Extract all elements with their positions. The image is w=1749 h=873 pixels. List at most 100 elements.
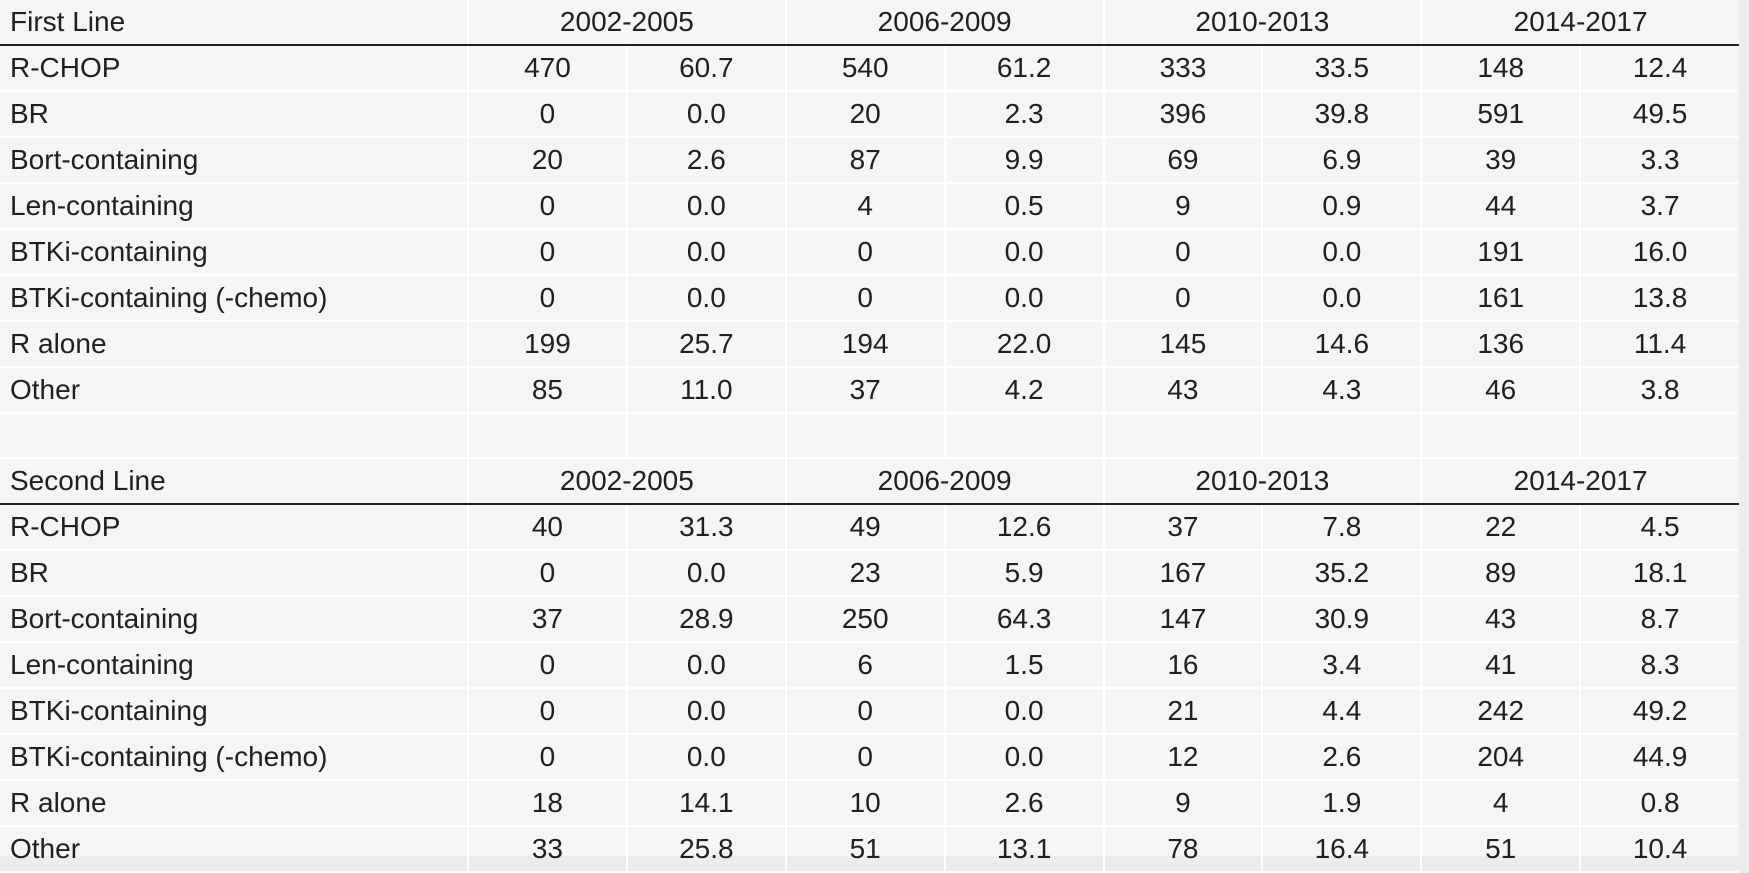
count-cell[interactable]: 69: [1103, 137, 1264, 184]
percent-cell[interactable]: 0.0: [626, 687, 787, 735]
percent-cell[interactable]: 0.0: [944, 687, 1105, 735]
row-label[interactable]: R-CHOP: [0, 45, 469, 92]
count-cell[interactable]: 43: [1103, 367, 1264, 414]
percent-cell[interactable]: 2.6: [1262, 733, 1423, 781]
count-cell[interactable]: 145: [1103, 321, 1264, 368]
count-cell[interactable]: 16: [1103, 641, 1264, 689]
period-header[interactable]: 2002-2005: [468, 457, 787, 505]
percent-cell[interactable]: 0.0: [944, 229, 1105, 276]
percent-cell[interactable]: 0.0: [626, 91, 787, 138]
percent-cell[interactable]: 49.5: [1580, 91, 1739, 138]
empty-cell[interactable]: [626, 413, 787, 459]
count-cell[interactable]: 4: [1421, 779, 1582, 827]
percent-cell[interactable]: 8.7: [1580, 595, 1739, 643]
percent-cell[interactable]: 1.5: [944, 641, 1105, 689]
count-cell[interactable]: 78: [1103, 825, 1264, 873]
percent-cell[interactable]: 2.3: [944, 91, 1105, 138]
percent-cell[interactable]: 11.0: [626, 367, 787, 414]
percent-cell[interactable]: 0.0: [944, 275, 1105, 322]
count-cell[interactable]: 250: [785, 595, 946, 643]
percent-cell[interactable]: 4.5: [1580, 503, 1739, 551]
count-cell[interactable]: 0: [468, 275, 628, 322]
percent-cell[interactable]: 18.1: [1580, 549, 1739, 597]
count-cell[interactable]: 0: [468, 687, 628, 735]
percent-cell[interactable]: 11.4: [1580, 321, 1739, 368]
count-cell[interactable]: 51: [785, 825, 946, 873]
section-title[interactable]: Second Line: [0, 457, 469, 505]
count-cell[interactable]: 85: [468, 367, 628, 414]
row-label[interactable]: R alone: [0, 779, 469, 827]
percent-cell[interactable]: 61.2: [944, 45, 1105, 92]
percent-cell[interactable]: 4.3: [1262, 367, 1423, 414]
count-cell[interactable]: 9: [1103, 183, 1264, 230]
period-header[interactable]: 2010-2013: [1103, 457, 1423, 505]
percent-cell[interactable]: 7.8: [1262, 503, 1423, 551]
percent-cell[interactable]: 3.7: [1580, 183, 1739, 230]
percent-cell[interactable]: 0.0: [626, 733, 787, 781]
percent-cell[interactable]: 33.5: [1262, 45, 1423, 92]
row-label[interactable]: Len-containing: [0, 183, 469, 230]
count-cell[interactable]: 4: [785, 183, 946, 230]
percent-cell[interactable]: 0.0: [1262, 275, 1423, 322]
count-cell[interactable]: 51: [1421, 825, 1582, 873]
percent-cell[interactable]: 3.4: [1262, 641, 1423, 689]
section-title[interactable]: First Line: [0, 0, 469, 46]
percent-cell[interactable]: 28.9: [626, 595, 787, 643]
count-cell[interactable]: 43: [1421, 595, 1582, 643]
empty-cell[interactable]: [785, 413, 946, 459]
percent-cell[interactable]: 2.6: [626, 137, 787, 184]
percent-cell[interactable]: 8.3: [1580, 641, 1739, 689]
row-label[interactable]: Bort-containing: [0, 137, 469, 184]
period-header[interactable]: 2010-2013: [1103, 0, 1423, 46]
percent-cell[interactable]: 16.4: [1262, 825, 1423, 873]
percent-cell[interactable]: 5.9: [944, 549, 1105, 597]
percent-cell[interactable]: 0.8: [1580, 779, 1739, 827]
count-cell[interactable]: 0: [468, 733, 628, 781]
count-cell[interactable]: 37: [785, 367, 946, 414]
count-cell[interactable]: 591: [1421, 91, 1582, 138]
count-cell[interactable]: 46: [1421, 367, 1582, 414]
percent-cell[interactable]: 9.9: [944, 137, 1105, 184]
row-label[interactable]: Len-containing: [0, 641, 469, 689]
row-label[interactable]: Bort-containing: [0, 595, 469, 643]
count-cell[interactable]: 6: [785, 641, 946, 689]
percent-cell[interactable]: 2.6: [944, 779, 1105, 827]
count-cell[interactable]: 0: [468, 641, 628, 689]
count-cell[interactable]: 204: [1421, 733, 1582, 781]
count-cell[interactable]: 39: [1421, 137, 1582, 184]
row-label[interactable]: Other: [0, 825, 469, 873]
count-cell[interactable]: 194: [785, 321, 946, 368]
count-cell[interactable]: 333: [1103, 45, 1264, 92]
percent-cell[interactable]: 14.6: [1262, 321, 1423, 368]
percent-cell[interactable]: 0.0: [626, 183, 787, 230]
empty-cell[interactable]: [1262, 413, 1423, 459]
percent-cell[interactable]: 35.2: [1262, 549, 1423, 597]
row-label[interactable]: R-CHOP: [0, 503, 469, 551]
count-cell[interactable]: 136: [1421, 321, 1582, 368]
percent-cell[interactable]: 0.0: [944, 733, 1105, 781]
empty-cell[interactable]: [468, 413, 628, 459]
count-cell[interactable]: 396: [1103, 91, 1264, 138]
count-cell[interactable]: 33: [468, 825, 628, 873]
count-cell[interactable]: 147: [1103, 595, 1264, 643]
row-label[interactable]: BR: [0, 549, 469, 597]
count-cell[interactable]: 191: [1421, 229, 1582, 276]
count-cell[interactable]: 20: [468, 137, 628, 184]
count-cell[interactable]: 12: [1103, 733, 1264, 781]
count-cell[interactable]: 37: [1103, 503, 1264, 551]
percent-cell[interactable]: 64.3: [944, 595, 1105, 643]
percent-cell[interactable]: 0.0: [626, 549, 787, 597]
count-cell[interactable]: 23: [785, 549, 946, 597]
row-label[interactable]: R alone: [0, 321, 469, 368]
percent-cell[interactable]: 6.9: [1262, 137, 1423, 184]
row-label[interactable]: BR: [0, 91, 469, 138]
percent-cell[interactable]: 12.6: [944, 503, 1105, 551]
count-cell[interactable]: 20: [785, 91, 946, 138]
percent-cell[interactable]: 25.8: [626, 825, 787, 873]
count-cell[interactable]: 18: [468, 779, 628, 827]
row-label[interactable]: BTKi-containing: [0, 687, 469, 735]
percent-cell[interactable]: 16.0: [1580, 229, 1739, 276]
empty-cell[interactable]: [1103, 413, 1264, 459]
count-cell[interactable]: 167: [1103, 549, 1264, 597]
empty-cell[interactable]: [0, 413, 469, 459]
